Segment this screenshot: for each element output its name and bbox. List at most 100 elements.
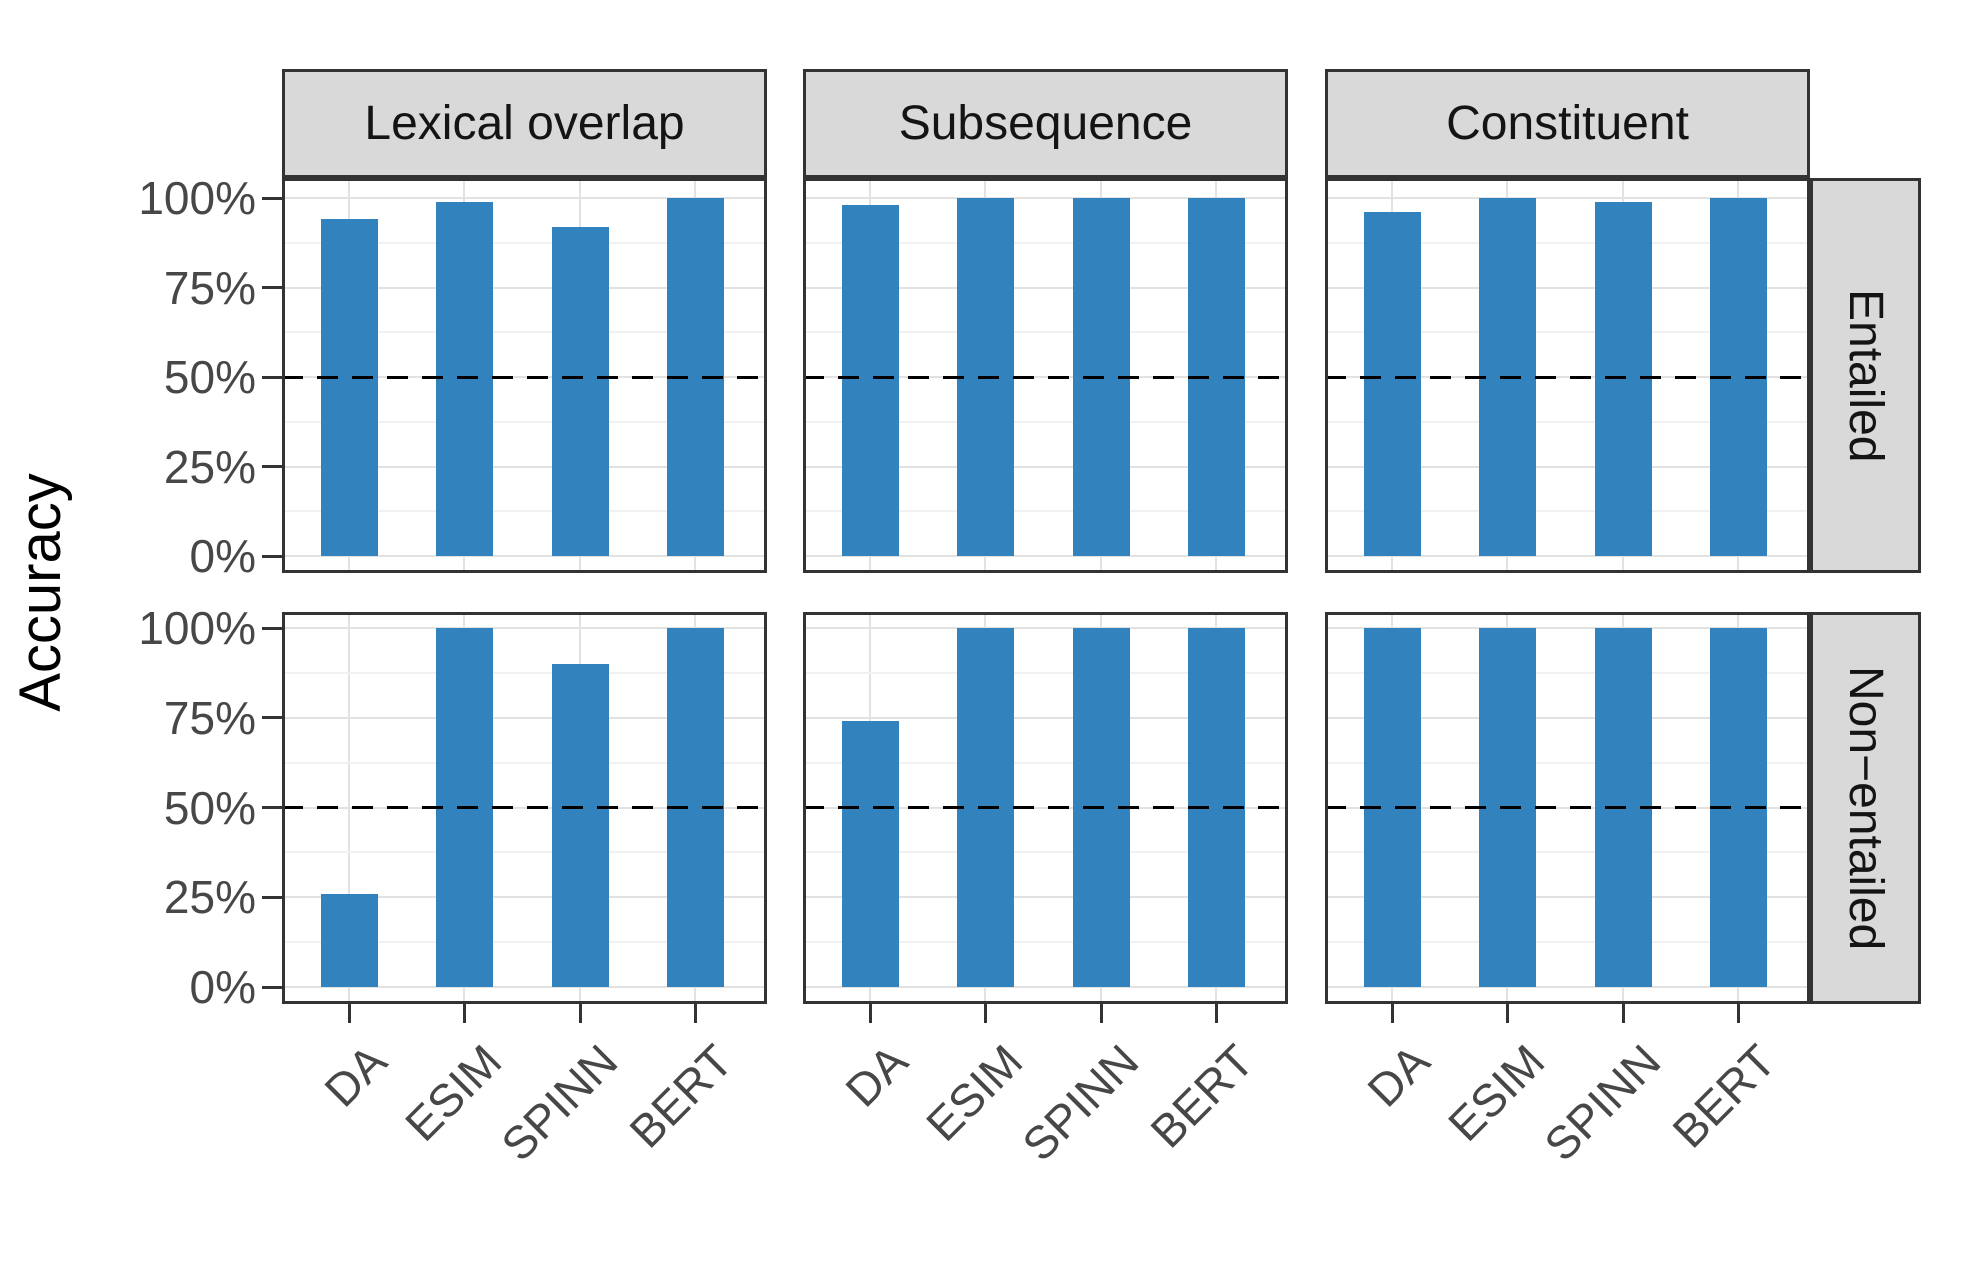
x-tick-mark — [693, 1004, 697, 1023]
gridline-minor — [1325, 331, 1810, 334]
y-tick-label: 0% — [189, 530, 256, 582]
bar-SPINN — [1595, 202, 1652, 556]
bar-DA — [842, 721, 899, 987]
gridline-minor — [282, 671, 767, 674]
facet-row-strip: Entailed — [1810, 178, 1921, 573]
gridline-major — [803, 465, 1288, 468]
x-tick-mark — [868, 1004, 872, 1023]
y-tick-label: 75% — [163, 261, 256, 314]
gridline-major — [1325, 197, 1810, 199]
y-tick-mark — [262, 985, 282, 989]
y-tick-label: 0% — [189, 961, 256, 1013]
gridline-minor — [1325, 941, 1810, 944]
gridline-major — [1325, 716, 1810, 719]
y-tick-label: 50% — [163, 351, 256, 403]
gridline-minor — [803, 510, 1288, 513]
facet-panel — [282, 612, 767, 1004]
x-tick-mark — [1390, 1004, 1394, 1023]
facet-row-strip: Non−entailed — [1810, 612, 1921, 1004]
gridline-minor — [282, 241, 767, 244]
bar-SPINN — [552, 664, 609, 987]
facet-panel — [1325, 612, 1810, 1004]
gridline-major — [282, 896, 767, 899]
gridline-minor — [282, 941, 767, 944]
facet-column-label: Constituent — [1446, 97, 1689, 150]
facet-column-label: Lexical overlap — [364, 97, 685, 150]
gridline-minor — [803, 241, 1288, 244]
x-tick-mark — [578, 1004, 582, 1023]
gridline-major — [803, 286, 1288, 289]
chance-reference-line — [1325, 375, 1810, 379]
gridline-minor — [803, 851, 1288, 854]
chance-reference-line — [803, 375, 1288, 379]
bar-DA — [1364, 212, 1421, 556]
gridline-major — [282, 197, 767, 199]
x-tick-mark — [462, 1004, 466, 1023]
y-tick-mark — [262, 196, 282, 200]
facet-column-label: Subsequence — [898, 97, 1193, 150]
y-tick-label: 25% — [163, 871, 256, 924]
facet-panel — [803, 612, 1288, 1004]
gridline-major — [803, 197, 1288, 199]
gridline-major — [803, 555, 1288, 557]
x-tick-label-DA: DA — [314, 1034, 397, 1117]
gridline-major — [803, 896, 1288, 899]
gridline-major — [282, 716, 767, 719]
gridline-minor — [1325, 671, 1810, 674]
y-tick-label: 100% — [138, 172, 256, 224]
x-tick-mark — [1621, 1004, 1625, 1023]
panel-border — [1325, 178, 1810, 573]
gridline-minor — [803, 761, 1288, 764]
gridline-major — [282, 627, 767, 629]
chance-reference-line — [282, 375, 767, 379]
y-tick-mark — [262, 716, 282, 720]
gridline-major — [1325, 627, 1810, 629]
gridline-major — [803, 986, 1288, 988]
bar-DA — [842, 205, 899, 556]
y-tick-mark — [262, 465, 282, 468]
gridline-major — [803, 627, 1288, 629]
panel-border — [803, 612, 1288, 1004]
panel-border — [282, 612, 767, 1004]
gridline-major — [282, 986, 767, 988]
gridline-minor — [803, 671, 1288, 674]
x-tick-mark — [1505, 1004, 1509, 1023]
gridline-minor — [1325, 510, 1810, 513]
y-tick-label: 25% — [163, 440, 256, 493]
facet-column-strip: Constituent — [1325, 69, 1810, 178]
x-tick-mark — [1214, 1004, 1218, 1023]
panel-border — [282, 178, 767, 573]
gridline-minor — [803, 941, 1288, 944]
gridline-major — [1325, 555, 1810, 557]
y-tick-label: 50% — [163, 781, 256, 834]
gridline-major — [1325, 986, 1810, 988]
gridline-minor — [282, 851, 767, 854]
facet-panel — [803, 178, 1288, 573]
gridline-minor — [803, 420, 1288, 423]
x-tick-mark — [983, 1004, 987, 1023]
gridline-major — [1325, 896, 1810, 899]
facet-row-label: Entailed — [1839, 288, 1892, 463]
facet-panel — [282, 178, 767, 573]
gridline-minor — [1325, 761, 1810, 764]
gridline-minor — [1325, 851, 1810, 854]
gridline-minor — [282, 420, 767, 423]
facet-row-label: Non−entailed — [1839, 665, 1892, 951]
y-tick-label: 75% — [163, 691, 256, 744]
facet-column-strip: Subsequence — [803, 69, 1288, 178]
gridline-minor — [1325, 420, 1810, 423]
facet-panel — [1325, 178, 1810, 573]
y-tick-mark — [262, 554, 282, 558]
chance-reference-line — [1325, 806, 1810, 809]
gridline-major — [282, 465, 767, 468]
y-tick-mark — [262, 895, 282, 899]
bar-ESIM — [436, 202, 493, 556]
facet-column-strip: Lexical overlap — [282, 69, 767, 178]
panel-border — [1325, 612, 1810, 1004]
chance-reference-line — [803, 806, 1288, 809]
gridline-minor — [1325, 241, 1810, 244]
gridline-minor — [282, 761, 767, 764]
gridline-major — [282, 286, 767, 289]
